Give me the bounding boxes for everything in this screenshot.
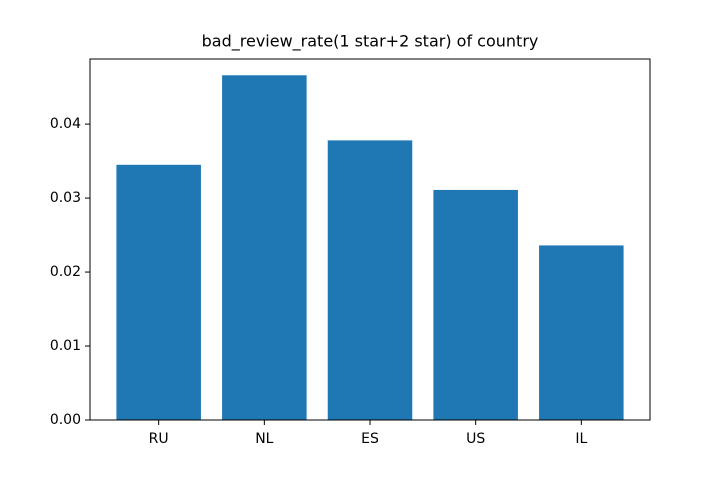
bar xyxy=(327,140,413,420)
y-tick-label: 0.02 xyxy=(50,264,81,280)
bar xyxy=(539,245,624,420)
x-tick-label: RU xyxy=(149,431,169,447)
x-tick-label: ES xyxy=(361,431,379,447)
y-tick-label: 0.01 xyxy=(50,338,81,354)
bar xyxy=(433,189,518,420)
y-tick-label: 0.04 xyxy=(50,116,81,132)
y-tick-label: 0.00 xyxy=(50,412,81,428)
bar xyxy=(222,75,307,420)
y-tick-label: 0.03 xyxy=(50,190,81,206)
bar xyxy=(116,164,201,420)
chart-title: bad_review_rate(1 star+2 star) of countr… xyxy=(202,32,539,52)
x-tick-label: NL xyxy=(255,431,273,447)
x-tick-label: IL xyxy=(575,431,587,447)
plot-frame xyxy=(89,58,651,421)
x-tick-label: US xyxy=(466,431,485,447)
